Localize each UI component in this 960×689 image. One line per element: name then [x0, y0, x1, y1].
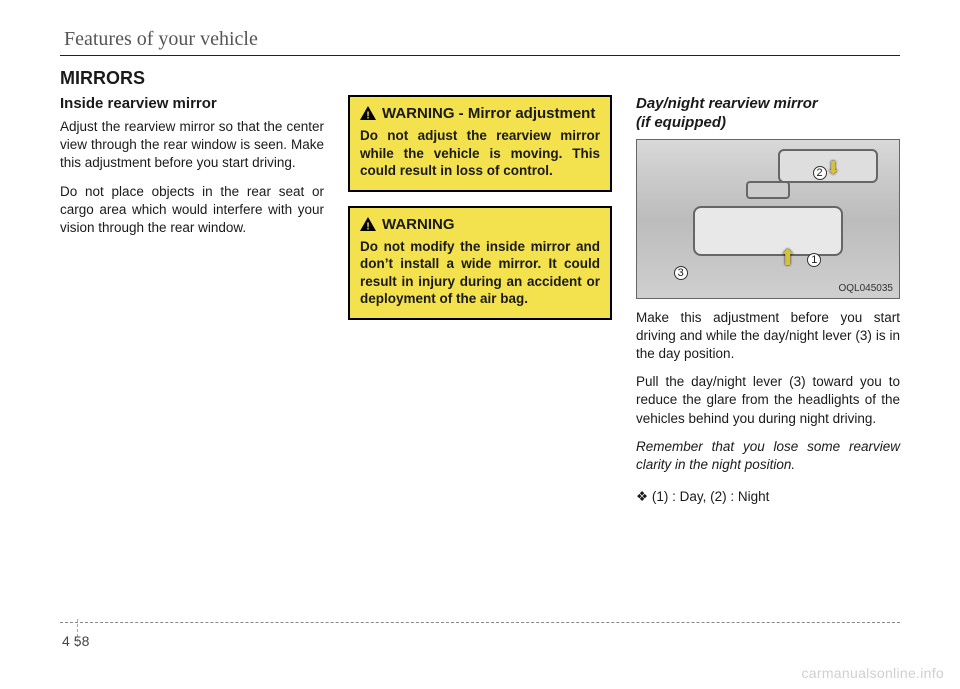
col1-subhead: Inside rearview mirror: [60, 95, 324, 112]
fig-code: OQL045035: [839, 283, 894, 294]
fig-label-1: 1: [807, 253, 821, 267]
col1-p1: Adjust the rearview mirror so that the c…: [60, 118, 324, 173]
chapter-number: 4: [62, 633, 70, 649]
header-title: Features of your vehicle: [60, 28, 900, 51]
watermark: carmanualsonline.info: [802, 665, 945, 681]
col3-p1: Make this adjustment before you start dr…: [636, 309, 900, 364]
col1-p2: Do not place objects in the rear seat or…: [60, 183, 324, 238]
mirror-figure: ⬆ ⬇ 1 2 3 OQL045035: [636, 139, 900, 299]
fig-mirror-mount: [746, 181, 790, 199]
page-number-value: 58: [74, 633, 90, 649]
warning-icon: !: [360, 106, 376, 120]
fig-arrow-night-icon: ⬇: [826, 158, 841, 179]
warning-box-1: ! WARNING - Mirror adjust­ment Do not ad…: [348, 95, 612, 192]
footer-rule: [60, 622, 900, 623]
col3-subhead: Day/night rearview mirror (if equipped): [636, 95, 900, 133]
fig-arrow-day-icon: ⬆: [778, 245, 796, 271]
svg-text:!: !: [366, 221, 369, 231]
warning-box-2: ! WARNING Do not modify the inside mirro…: [348, 206, 612, 320]
fig-label-3: 3: [674, 266, 688, 280]
warning2-head: ! WARNING: [360, 216, 600, 234]
col3-p2: Pull the day/night lever (3) toward you …: [636, 373, 900, 428]
col-1: Inside rearview mirror Adjust the rearvi…: [60, 95, 324, 516]
fig-mirror-body: [693, 206, 843, 256]
warning2-title: WARNING: [382, 216, 455, 234]
section-title: MIRRORS: [60, 68, 900, 89]
header-rule: [60, 55, 900, 56]
col-2: ! WARNING - Mirror adjust­ment Do not ad…: [348, 95, 612, 516]
warning2-body: Do not modify the inside mirror and don’…: [360, 238, 600, 308]
warning1-body: Do not adjust the rearview mir­ror while…: [360, 127, 600, 180]
fig-label-2: 2: [813, 166, 827, 180]
page-number: 458: [62, 633, 89, 649]
content-columns: Inside rearview mirror Adjust the rearvi…: [60, 95, 900, 516]
warning1-head: ! WARNING - Mirror adjust­ment: [360, 105, 600, 123]
svg-text:!: !: [366, 111, 369, 121]
col3-note: ❖ (1) : Day, (2) : Night: [636, 488, 900, 506]
warning1-title: WARNING - Mirror adjust­ment: [382, 105, 595, 123]
col-3: Day/night rearview mirror (if equipped) …: [636, 95, 900, 516]
warning-icon: !: [360, 217, 376, 231]
col3-p3: Remember that you lose some rearview cla…: [636, 438, 900, 474]
